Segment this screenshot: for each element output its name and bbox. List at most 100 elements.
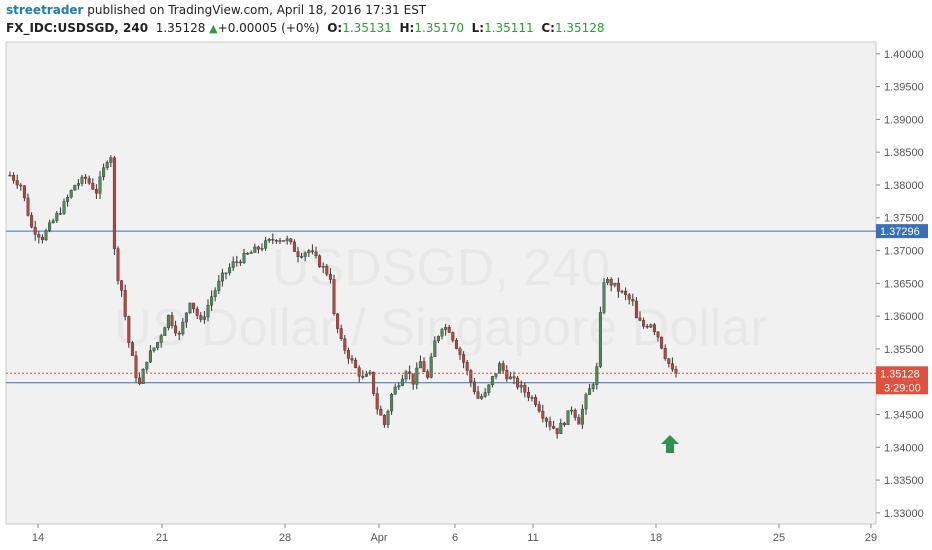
candle[interactable] — [130, 342, 134, 356]
symbol-label[interactable]: FX_IDC:USDSGD, 240 — [6, 21, 149, 35]
candle[interactable] — [433, 340, 437, 358]
candle[interactable] — [292, 241, 296, 252]
candle[interactable] — [69, 190, 73, 198]
candle[interactable] — [598, 312, 602, 367]
candle[interactable] — [613, 282, 617, 286]
candle[interactable] — [537, 404, 541, 412]
candle[interactable] — [512, 376, 516, 379]
candle[interactable] — [12, 174, 16, 181]
candle[interactable] — [307, 250, 311, 254]
candle[interactable] — [22, 185, 26, 199]
candle[interactable] — [148, 350, 152, 363]
candle[interactable] — [325, 266, 329, 275]
candle[interactable] — [670, 363, 674, 370]
candle[interactable] — [498, 363, 502, 374]
candle[interactable] — [170, 314, 174, 326]
candle[interactable] — [361, 376, 365, 378]
candle[interactable] — [642, 320, 646, 327]
candle[interactable] — [390, 394, 394, 412]
candle[interactable] — [26, 197, 30, 216]
candle[interactable] — [242, 253, 246, 264]
candle[interactable] — [490, 376, 494, 386]
candle[interactable] — [386, 410, 390, 425]
candle[interactable] — [580, 408, 584, 425]
candle[interactable] — [76, 183, 80, 186]
candle[interactable] — [476, 391, 480, 399]
candle[interactable] — [55, 213, 59, 221]
candle[interactable] — [213, 290, 217, 297]
candle[interactable] — [210, 296, 214, 306]
plot-area[interactable] — [5, 41, 877, 525]
candle[interactable] — [145, 361, 149, 370]
candle[interactable] — [271, 238, 275, 241]
candle[interactable] — [102, 167, 106, 178]
candle[interactable] — [584, 394, 588, 410]
candle[interactable] — [418, 361, 422, 369]
candle[interactable] — [249, 252, 253, 254]
candle[interactable] — [94, 189, 98, 194]
candle[interactable] — [663, 347, 667, 359]
candle[interactable] — [120, 280, 124, 291]
candle[interactable] — [199, 315, 203, 320]
candle[interactable] — [224, 272, 228, 275]
candle[interactable] — [415, 367, 419, 385]
candle[interactable] — [141, 369, 145, 384]
candle[interactable] — [627, 294, 631, 300]
candle[interactable] — [562, 422, 566, 426]
candle[interactable] — [231, 261, 235, 268]
candle[interactable] — [278, 240, 282, 242]
candle[interactable] — [267, 238, 271, 241]
candle[interactable] — [253, 246, 257, 253]
candle[interactable] — [577, 417, 581, 425]
candle[interactable] — [426, 371, 430, 378]
candle[interactable] — [321, 266, 325, 268]
candle[interactable] — [616, 282, 620, 292]
candle[interactable] — [123, 290, 127, 317]
candle[interactable] — [469, 370, 473, 383]
candle[interactable] — [228, 267, 232, 274]
candle[interactable] — [552, 426, 556, 429]
candle[interactable] — [159, 335, 163, 343]
candle[interactable] — [58, 213, 62, 215]
candle[interactable] — [238, 261, 242, 264]
candle[interactable] — [80, 176, 84, 184]
candle[interactable] — [48, 222, 52, 231]
candle[interactable] — [440, 329, 444, 337]
candle[interactable] — [303, 252, 307, 257]
candle[interactable] — [62, 201, 66, 214]
candle[interactable] — [444, 327, 448, 330]
candle[interactable] — [544, 418, 548, 422]
candle[interactable] — [98, 176, 102, 194]
candle[interactable] — [595, 366, 599, 385]
candle[interactable] — [152, 347, 156, 351]
candle[interactable] — [336, 313, 340, 329]
candle[interactable] — [84, 176, 88, 179]
candle[interactable] — [534, 397, 538, 405]
candle[interactable] — [163, 327, 167, 336]
candle[interactable] — [638, 317, 642, 321]
candle[interactable] — [624, 290, 628, 296]
candle[interactable] — [379, 408, 383, 416]
candle[interactable] — [256, 246, 260, 250]
up-arrow-icon[interactable] — [661, 434, 679, 453]
candle[interactable] — [566, 410, 570, 426]
candle[interactable] — [652, 324, 656, 333]
candle[interactable] — [37, 234, 41, 238]
candle[interactable] — [620, 290, 624, 293]
candle[interactable] — [195, 308, 199, 316]
candle[interactable] — [116, 248, 120, 281]
candle[interactable] — [559, 422, 563, 434]
candle[interactable] — [300, 256, 304, 258]
candle[interactable] — [645, 325, 649, 328]
candle[interactable] — [508, 376, 512, 380]
candle[interactable] — [206, 304, 210, 318]
candle[interactable] — [397, 385, 401, 388]
candle[interactable] — [357, 367, 361, 377]
candle[interactable] — [87, 178, 91, 184]
candle[interactable] — [494, 373, 498, 377]
candle[interactable] — [166, 314, 170, 328]
candle[interactable] — [372, 371, 376, 394]
candle[interactable] — [404, 371, 408, 380]
candle[interactable] — [350, 358, 354, 361]
